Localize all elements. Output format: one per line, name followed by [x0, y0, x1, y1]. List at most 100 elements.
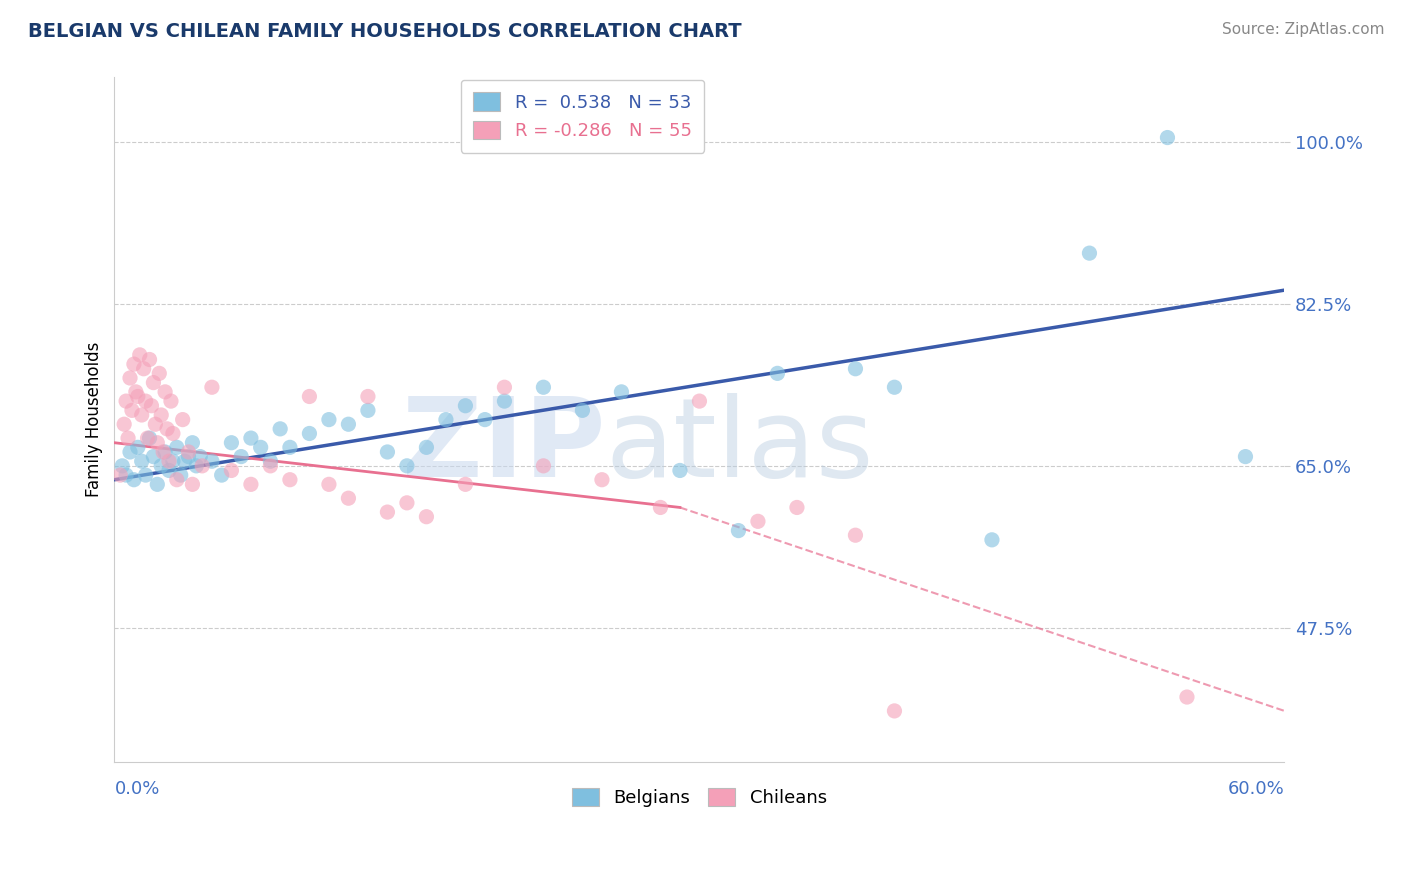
- Point: [127, 389, 149, 403]
- Point: [1078, 246, 1101, 260]
- Point: [172, 412, 194, 426]
- Point: [533, 458, 555, 473]
- Point: [211, 468, 233, 483]
- Point: [170, 468, 193, 483]
- Point: [117, 431, 139, 445]
- Text: 0.0%: 0.0%: [114, 780, 160, 798]
- Point: [136, 431, 159, 445]
- Point: [118, 445, 141, 459]
- Point: [162, 454, 184, 468]
- Text: ZIP: ZIP: [402, 393, 606, 500]
- Point: [278, 441, 301, 455]
- Point: [239, 477, 262, 491]
- Point: [201, 454, 224, 468]
- Point: [494, 380, 516, 394]
- Point: [844, 361, 866, 376]
- Point: [121, 403, 143, 417]
- Point: [318, 477, 340, 491]
- Point: [111, 458, 134, 473]
- Point: [454, 399, 477, 413]
- Point: [766, 367, 789, 381]
- Point: [883, 704, 905, 718]
- Point: [157, 454, 180, 468]
- Point: [298, 389, 321, 403]
- Point: [494, 394, 516, 409]
- Point: [415, 509, 437, 524]
- Point: [148, 367, 170, 381]
- Point: [337, 417, 360, 432]
- Point: [981, 533, 1004, 547]
- Text: atlas: atlas: [606, 393, 875, 500]
- Point: [166, 473, 188, 487]
- Text: 60.0%: 60.0%: [1227, 780, 1285, 798]
- Point: [142, 450, 165, 464]
- Point: [181, 477, 204, 491]
- Point: [221, 463, 243, 477]
- Point: [177, 450, 200, 464]
- Point: [166, 441, 188, 455]
- Point: [131, 454, 153, 468]
- Point: [318, 412, 340, 426]
- Point: [337, 491, 360, 506]
- Point: [153, 384, 176, 399]
- Point: [201, 380, 224, 394]
- Legend: Belgians, Chileans: Belgians, Chileans: [565, 780, 834, 814]
- Point: [122, 357, 145, 371]
- Point: [122, 473, 145, 487]
- Point: [395, 458, 418, 473]
- Point: [591, 473, 613, 487]
- Point: [571, 403, 593, 417]
- Point: [786, 500, 808, 515]
- Point: [610, 384, 633, 399]
- Point: [231, 450, 253, 464]
- Point: [152, 445, 174, 459]
- Point: [278, 473, 301, 487]
- Point: [150, 408, 173, 422]
- Point: [395, 496, 418, 510]
- Point: [298, 426, 321, 441]
- Point: [1156, 130, 1178, 145]
- Point: [239, 431, 262, 445]
- Point: [377, 505, 399, 519]
- Point: [127, 441, 149, 455]
- Point: [377, 445, 399, 459]
- Point: [454, 477, 477, 491]
- Point: [727, 524, 749, 538]
- Point: [688, 394, 710, 409]
- Point: [153, 445, 176, 459]
- Point: [128, 348, 150, 362]
- Point: [249, 441, 271, 455]
- Point: [173, 454, 195, 468]
- Point: [131, 408, 153, 422]
- Point: [1234, 450, 1257, 464]
- Point: [221, 435, 243, 450]
- Y-axis label: Family Households: Family Households: [86, 342, 103, 498]
- Point: [141, 399, 163, 413]
- Point: [162, 426, 184, 441]
- Point: [146, 477, 169, 491]
- Point: [125, 384, 148, 399]
- Point: [181, 435, 204, 450]
- Point: [110, 468, 132, 483]
- Point: [415, 441, 437, 455]
- Text: Source: ZipAtlas.com: Source: ZipAtlas.com: [1222, 22, 1385, 37]
- Point: [115, 468, 138, 483]
- Point: [269, 422, 291, 436]
- Text: BELGIAN VS CHILEAN FAMILY HOUSEHOLDS CORRELATION CHART: BELGIAN VS CHILEAN FAMILY HOUSEHOLDS COR…: [28, 22, 742, 41]
- Point: [132, 361, 155, 376]
- Point: [135, 468, 157, 483]
- Point: [138, 352, 160, 367]
- Point: [533, 380, 555, 394]
- Point: [188, 450, 211, 464]
- Point: [259, 454, 281, 468]
- Point: [177, 445, 200, 459]
- Point: [669, 463, 692, 477]
- Point: [1175, 690, 1198, 704]
- Point: [146, 435, 169, 450]
- Point: [142, 376, 165, 390]
- Point: [143, 417, 166, 432]
- Point: [160, 394, 183, 409]
- Point: [191, 458, 214, 473]
- Point: [844, 528, 866, 542]
- Point: [883, 380, 905, 394]
